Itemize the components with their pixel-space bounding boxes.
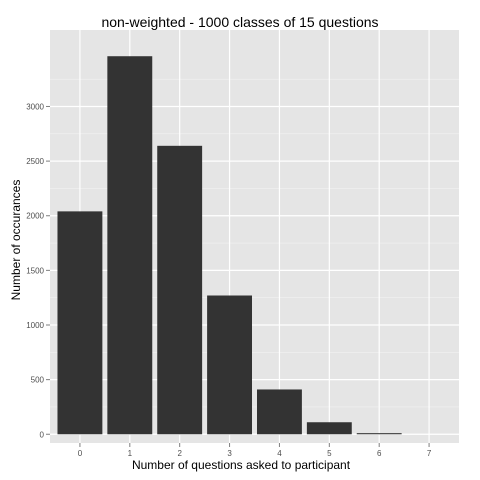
x-axis-label: Number of questions asked to participant — [132, 458, 351, 472]
bar-6 — [356, 433, 402, 435]
x-tick-label: 7 — [427, 449, 432, 458]
y-tick-label: 2000 — [26, 212, 44, 221]
bar-0 — [57, 211, 103, 435]
bar-2 — [157, 145, 203, 435]
x-tick-label: 4 — [277, 449, 282, 458]
bar-4 — [256, 389, 302, 435]
y-axis-label: Number of occurances — [9, 180, 23, 301]
x-tick-label: 5 — [327, 449, 332, 458]
y-axis-ticks: 0 500 1000 1500 2000 2500 3000 — [26, 102, 50, 439]
x-tick-label: 0 — [78, 449, 83, 458]
y-tick-label: 3000 — [26, 102, 44, 111]
x-axis-ticks: 0 1 2 3 4 5 6 7 — [78, 443, 432, 458]
y-tick-label: 500 — [31, 376, 45, 385]
bar-3 — [207, 295, 253, 435]
y-tick-label: 1500 — [26, 266, 44, 275]
x-tick-label: 6 — [377, 449, 382, 458]
bar-5 — [306, 422, 352, 435]
y-tick-label: 1000 — [26, 321, 44, 330]
bars — [57, 56, 402, 435]
y-tick-label: 0 — [40, 430, 45, 439]
x-tick-label: 2 — [177, 449, 182, 458]
x-tick-label: 3 — [227, 449, 232, 458]
x-tick-label: 1 — [128, 449, 133, 458]
chart-title: non-weighted - 1000 classes of 15 questi… — [101, 14, 378, 30]
bar-1 — [107, 56, 153, 435]
y-tick-label: 2500 — [26, 157, 44, 166]
